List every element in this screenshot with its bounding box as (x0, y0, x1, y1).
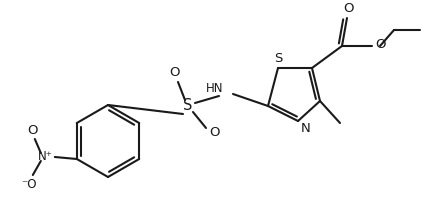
Text: O: O (375, 38, 385, 51)
Text: O: O (28, 124, 38, 138)
Text: O: O (343, 3, 353, 16)
Text: N: N (301, 121, 311, 135)
Text: S: S (274, 52, 282, 65)
Text: O: O (209, 127, 219, 140)
Text: ⁻O: ⁻O (21, 178, 37, 191)
Text: HN: HN (206, 83, 223, 95)
Text: N⁺: N⁺ (37, 149, 52, 162)
Text: O: O (170, 67, 180, 79)
Text: S: S (183, 98, 193, 113)
